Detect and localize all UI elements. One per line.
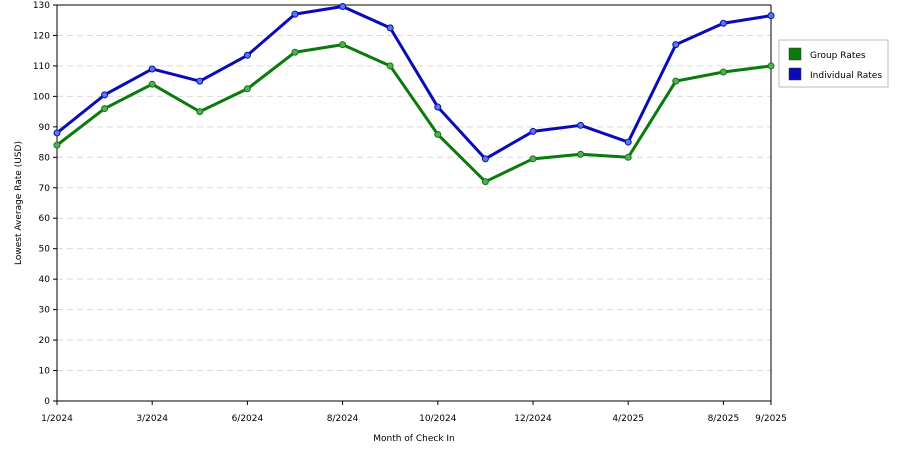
series-line [56, 5, 772, 161]
y-tick-label: 30 [39, 306, 51, 316]
data-point [529, 127, 537, 135]
data-point [624, 153, 632, 161]
data-point [291, 48, 299, 56]
data-point [672, 41, 680, 49]
y-tick-label: 130 [33, 1, 50, 11]
data-point [624, 138, 632, 146]
y-ticks: 0 10 20 30 40 50 60 70 80 90 100 110 120 130 [33, 1, 57, 407]
data-point [386, 62, 394, 70]
data-point [767, 12, 775, 20]
data-point [719, 68, 727, 76]
y-tick-label: 10 [39, 367, 51, 377]
data-point [101, 91, 109, 99]
y-tick-label: 40 [39, 275, 51, 285]
y-tick-label: 110 [33, 62, 50, 72]
data-point [196, 77, 204, 85]
x-tick-label: 8/2024 [327, 414, 359, 424]
data-point [243, 51, 251, 59]
data-point [386, 24, 394, 32]
series-line [56, 43, 772, 184]
x-axis-label: Month of Check In [373, 434, 455, 444]
series-group-rates [53, 41, 775, 186]
x-tick-label: 9/2025 [755, 414, 787, 424]
y-tick-label: 70 [39, 184, 51, 194]
data-point [481, 178, 489, 186]
data-point [577, 121, 585, 129]
y-tick-label: 60 [39, 214, 51, 224]
data-point [53, 129, 61, 137]
x-tick-label: 4/2025 [612, 414, 644, 424]
data-point [148, 80, 156, 88]
y-tick-label: 120 [33, 31, 50, 41]
legend-label: Individual Rates [810, 71, 882, 81]
series [53, 3, 775, 186]
x-tick-label: 12/2024 [514, 414, 552, 424]
series-individual-rates [53, 3, 775, 163]
data-point [577, 150, 585, 158]
legend-swatch [788, 67, 802, 81]
x-tick-label: 6/2024 [232, 414, 264, 424]
x-tick-label: 10/2024 [419, 414, 457, 424]
data-point [101, 105, 109, 113]
y-axis-label: Lowest Average Rate (USD) [14, 141, 24, 265]
y-tick-label: 20 [39, 336, 51, 346]
y-tick-label: 90 [39, 123, 51, 133]
x-ticks: 1/2024 3/2024 6/2024 8/2024 10/2024 12/2024 4/… [41, 401, 787, 424]
legend-swatch [788, 47, 802, 61]
legend-label: Group Rates [810, 51, 866, 61]
x-tick-label: 8/2025 [708, 414, 740, 424]
data-point [767, 62, 775, 70]
y-tick-label: 0 [44, 397, 50, 407]
data-point [672, 77, 680, 85]
y-tick-label: 100 [33, 92, 50, 102]
data-point [243, 85, 251, 93]
data-point [529, 155, 537, 163]
y-tick-label: 80 [39, 153, 51, 163]
y-tick-label: 50 [39, 245, 51, 255]
data-point [148, 65, 156, 73]
data-point [434, 130, 442, 138]
data-point [196, 108, 204, 116]
x-tick-label: 1/2024 [41, 414, 73, 424]
data-point [719, 19, 727, 27]
grid-lines [57, 34, 771, 372]
data-point [291, 10, 299, 18]
legend: Group Rates Individual Rates [778, 39, 889, 88]
data-point [434, 103, 442, 111]
data-point [53, 141, 61, 149]
data-point [481, 155, 489, 163]
axes [56, 4, 772, 402]
data-point [339, 41, 347, 49]
x-tick-label: 3/2024 [136, 414, 168, 424]
data-point [339, 3, 347, 11]
